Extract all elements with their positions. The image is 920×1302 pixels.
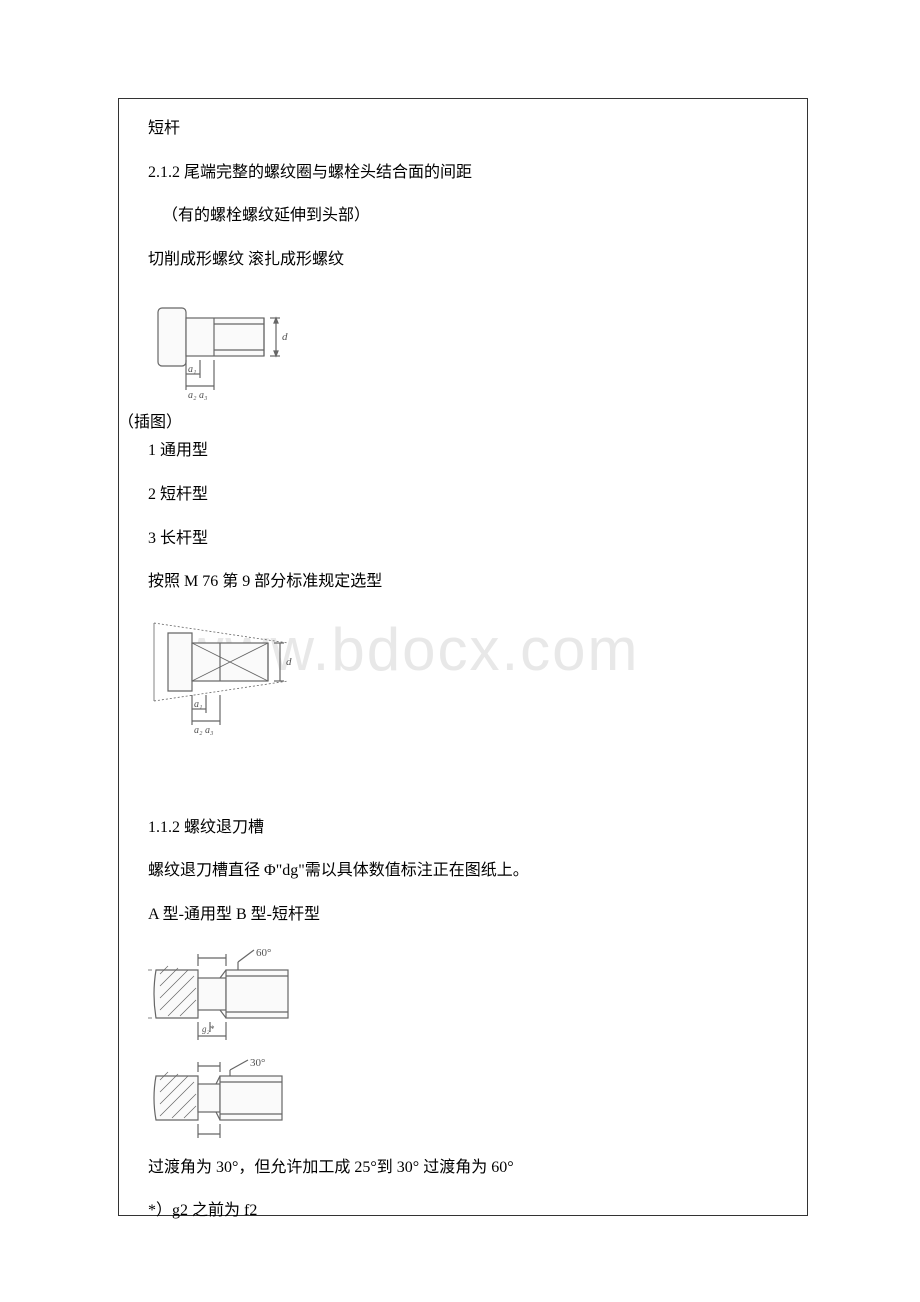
label-a2a3-2: a₂ a₃: [194, 725, 214, 736]
label-a2a3: a₂ a₃: [188, 390, 208, 400]
insert-label: （插图）: [118, 408, 808, 432]
type-3: 3 长杆型: [118, 526, 808, 552]
label-g2: g₂*: [202, 1024, 215, 1034]
groove-text-a: 螺纹退刀槽直径 Φ: [148, 862, 276, 879]
groove-text-b: "dg": [276, 862, 305, 879]
groove-diagram-2: 30°: [148, 1058, 808, 1143]
section-number: 2.1.2: [148, 164, 184, 181]
label-d: d: [282, 331, 288, 343]
text-m76-standard: 按照 M 76 第 9 部分标准规定选型: [118, 569, 808, 595]
section-title-112: 螺纹退刀槽: [184, 819, 264, 836]
groove-diagram-1: 60° g₂*: [148, 946, 808, 1046]
section-title: 尾端完整的螺纹圈与螺栓头结合面的间距: [184, 164, 472, 181]
text-note-extend: （有的螺栓螺纹延伸到头部）: [118, 203, 808, 229]
text-note-g2: *）g2 之前为 f2: [118, 1198, 808, 1224]
label-d-2: d: [286, 656, 292, 668]
text-transition-angle: 过渡角为 30°，但允许加工成 25°到 30° 过渡角为 60°: [118, 1155, 808, 1181]
label-a1-2: a₁: [194, 699, 202, 710]
text-section-2-1-2: 2.1.2 尾端完整的螺纹圈与螺栓头结合面的间距: [118, 160, 808, 186]
text-short-rod: 短杆: [118, 116, 808, 142]
bolt-diagram-2: d a₁ a₂ a₃: [148, 613, 808, 743]
text-section-1-1-2: 1.1.2 螺纹退刀槽: [118, 815, 808, 841]
page: www.bdocx.com 短杆 2.1.2 尾端完整的螺纹圈与螺栓头结合面的间…: [0, 0, 920, 1302]
text-groove-diameter: 螺纹退刀槽直径 Φ"dg"需以具体数值标注正在图纸上。: [118, 858, 808, 884]
type-1: 1 通用型: [118, 438, 808, 464]
bolt-diagram-1: d a₁ a₂ a₃: [148, 290, 808, 400]
angle-30: 30°: [250, 1058, 265, 1069]
text-type-a-b: A 型-通用型 B 型-短杆型: [118, 902, 808, 928]
angle-60: 60°: [256, 947, 271, 959]
groove-text-c: 需以具体数值标注正在图纸上。: [305, 862, 529, 879]
document-content: 短杆 2.1.2 尾端完整的螺纹圈与螺栓头结合面的间距 （有的螺栓螺纹延伸到头部…: [0, 0, 920, 1224]
text-thread-types: 切削成形螺纹 滚扎成形螺纹: [118, 247, 808, 273]
label-a1: a₁: [188, 364, 196, 375]
type-2: 2 短杆型: [118, 482, 808, 508]
section-number-112: 1.1.2: [148, 819, 184, 836]
spacer: [118, 755, 808, 815]
